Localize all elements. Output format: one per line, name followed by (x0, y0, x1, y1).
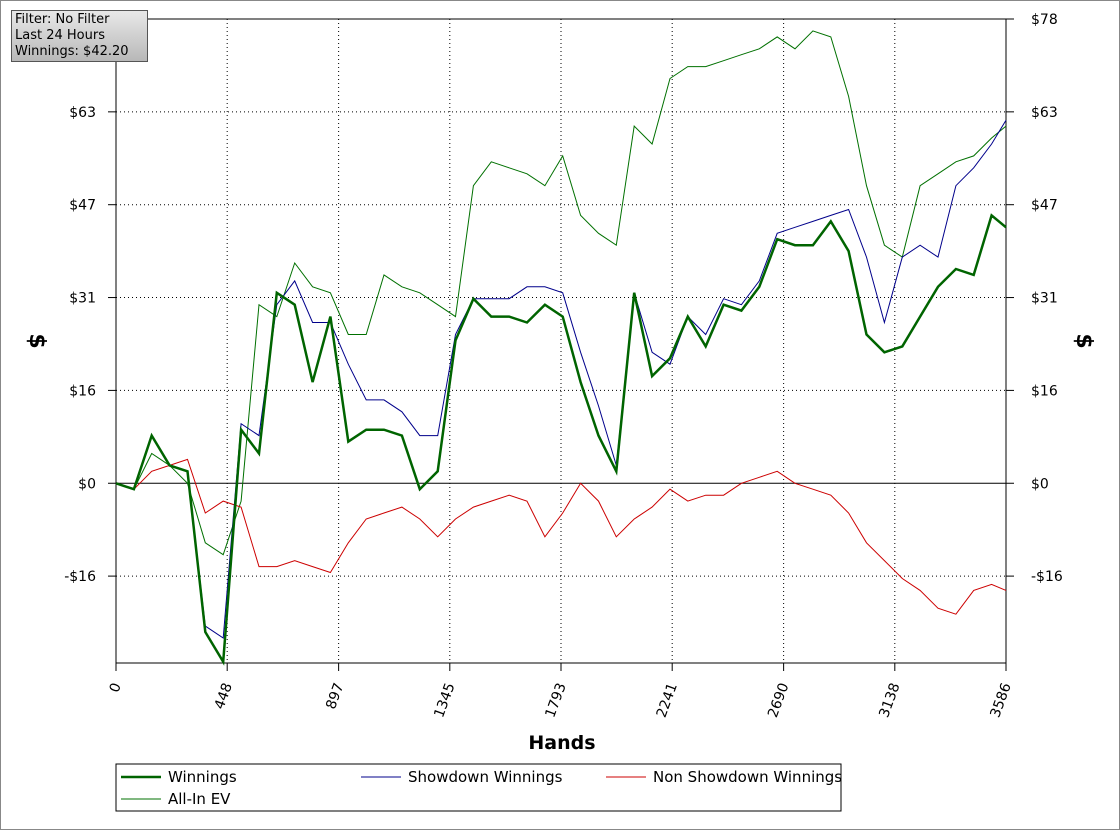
x-tick-label: 1345 (431, 681, 458, 720)
x-tick-label: 2690 (765, 681, 792, 720)
annotation: Last 24 Hours (15, 28, 105, 43)
y2-tick-label: $0 (1031, 476, 1049, 492)
series-line (115, 458, 1007, 615)
y2-tick-label: $31 (1031, 291, 1058, 307)
y-tick-label: $0 (78, 476, 96, 492)
y-tick-label: $16 (69, 383, 96, 399)
y2-axis-label: $ (1071, 333, 1096, 348)
y2-tick-label: $63 (1031, 105, 1058, 121)
y2-tick-label: $78 (1031, 12, 1058, 28)
legend-label: Winnings (168, 768, 237, 786)
x-tick-label: 3586 (988, 681, 1015, 720)
annotation: Winnings: $42.20 (15, 44, 129, 59)
x-tick-label: 0 (107, 681, 125, 695)
y-tick-label: $63 (69, 105, 96, 121)
series-line (115, 213, 1007, 666)
y-tick-label: $31 (69, 291, 96, 307)
x-tick-label: 897 (323, 681, 347, 712)
x-tick-label: 2241 (654, 681, 681, 720)
y-axis-label: $ (24, 333, 49, 348)
legend (115, 763, 842, 812)
legend-label: All-In EV (168, 790, 231, 808)
info-box: Filter: No Filter Last 24 Hours Winnings… (11, 10, 148, 62)
x-tick-label: 1793 (543, 681, 570, 720)
series-line (115, 30, 1007, 556)
x-tick-label: 3138 (876, 681, 903, 720)
y-tick-label: $47 (69, 198, 96, 214)
y-tick-label: -$16 (64, 569, 96, 585)
legend-label: Non Showdown Winnings (653, 768, 842, 786)
y2-tick-label: $47 (1031, 198, 1058, 214)
x-tick-label: 448 (212, 681, 236, 712)
x-axis-label: Hands (528, 732, 595, 754)
y2-tick-label: -$16 (1031, 569, 1063, 585)
legend-label: Showdown Winnings (408, 768, 563, 786)
y2-tick-label: $16 (1031, 383, 1058, 399)
annotation: Filter: No Filter (15, 12, 110, 27)
